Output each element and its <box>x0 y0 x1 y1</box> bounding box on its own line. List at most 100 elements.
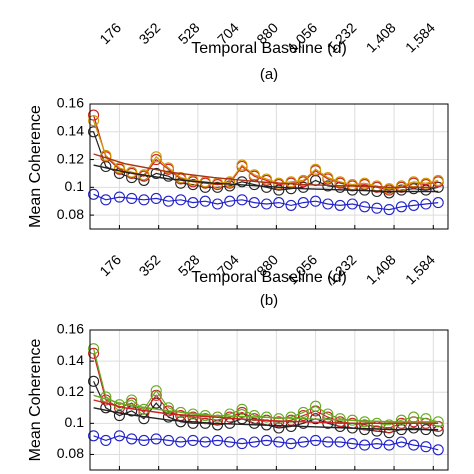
axes-box <box>89 103 449 230</box>
data-point <box>199 195 211 207</box>
data-point <box>273 422 285 434</box>
data-point <box>383 204 395 216</box>
data-point <box>150 154 162 166</box>
data-point <box>273 436 285 448</box>
data-point <box>383 183 395 195</box>
data-point <box>359 416 371 428</box>
data-point <box>150 385 162 397</box>
data-point <box>334 199 346 211</box>
data-point <box>260 198 273 210</box>
x-tick-label: 176 <box>96 251 124 279</box>
series-0 <box>88 188 444 216</box>
data-point <box>224 436 236 448</box>
data-point <box>88 375 100 387</box>
trend-line-1 <box>93 399 439 424</box>
data-point <box>248 169 260 181</box>
data-point <box>113 410 125 422</box>
y-tick-label: 0.14 <box>57 352 84 368</box>
data-point <box>359 439 371 451</box>
data-point <box>310 434 322 446</box>
data-point <box>88 115 100 127</box>
x-tick-label: 1,408 <box>363 251 399 287</box>
data-point <box>322 172 334 184</box>
data-point <box>248 436 260 448</box>
data-point <box>138 194 150 206</box>
data-point <box>126 433 138 445</box>
data-point <box>273 197 285 209</box>
data-point <box>175 172 187 184</box>
data-point <box>297 197 309 209</box>
x-tick-label: 176 <box>96 19 124 47</box>
data-point <box>420 177 432 189</box>
data-point <box>113 191 125 203</box>
x-tick-label: 352 <box>136 251 164 279</box>
data-point <box>175 436 187 448</box>
data-point <box>432 197 444 209</box>
data-point <box>150 151 162 163</box>
data-point <box>334 436 346 448</box>
data-point <box>187 434 199 446</box>
x-tick-label: 1,408 <box>363 19 399 55</box>
data-point <box>224 408 236 420</box>
y-axis-label: Mean Coherence <box>27 339 44 462</box>
data-point <box>100 434 112 446</box>
x-axis-label: Temporal Baseline (d) <box>191 40 347 57</box>
data-point <box>162 162 175 174</box>
data-point <box>150 192 162 204</box>
series-0 <box>88 430 444 456</box>
y-tick-label: 0.08 <box>57 206 84 222</box>
data-point <box>224 176 236 188</box>
data-point <box>162 195 175 207</box>
data-point <box>395 414 407 426</box>
data-point <box>236 403 248 415</box>
data-point <box>371 202 383 214</box>
x-tick-label: 1,584 <box>402 19 438 55</box>
data-point <box>285 199 297 211</box>
x-tick-label: 352 <box>136 19 164 47</box>
data-point <box>285 411 297 423</box>
panel-label: (a) <box>260 66 278 83</box>
data-point <box>162 402 175 414</box>
trend-line-0 <box>93 407 439 431</box>
y-axis-label: Mean Coherence <box>27 105 44 228</box>
data-point <box>420 198 432 210</box>
data-point <box>310 195 322 207</box>
y-tick-label: 0.16 <box>57 95 84 111</box>
data-point <box>175 194 187 206</box>
data-point <box>285 438 297 450</box>
data-point <box>236 194 248 206</box>
data-point <box>260 434 273 446</box>
data-point <box>199 436 211 448</box>
data-point <box>297 410 309 422</box>
data-point <box>211 434 224 446</box>
data-point <box>346 198 358 210</box>
data-point <box>162 411 175 423</box>
data-point <box>432 174 444 186</box>
y-tick-label: 0.1 <box>65 414 85 430</box>
trend-line-2 <box>93 394 439 423</box>
y-tick-label: 0.08 <box>57 445 84 461</box>
data-point <box>138 413 150 425</box>
data-point <box>113 162 125 174</box>
data-point <box>408 439 420 451</box>
data-point <box>322 436 334 448</box>
data-point <box>88 430 100 442</box>
data-point <box>113 430 125 442</box>
data-point <box>236 438 248 450</box>
axes-box <box>89 329 449 471</box>
trend-line-1 <box>93 153 439 189</box>
data-point <box>420 441 432 453</box>
data-point <box>297 174 309 186</box>
data-point <box>187 417 199 429</box>
data-point <box>395 184 407 196</box>
data-point <box>100 194 112 206</box>
y-tick-label: 0.1 <box>65 178 85 194</box>
y-tick-label: 0.12 <box>57 383 84 399</box>
data-point <box>88 188 100 200</box>
data-point <box>359 177 371 189</box>
data-point <box>224 411 236 423</box>
data-point <box>236 176 248 188</box>
data-point <box>150 167 162 179</box>
data-point <box>211 181 224 193</box>
